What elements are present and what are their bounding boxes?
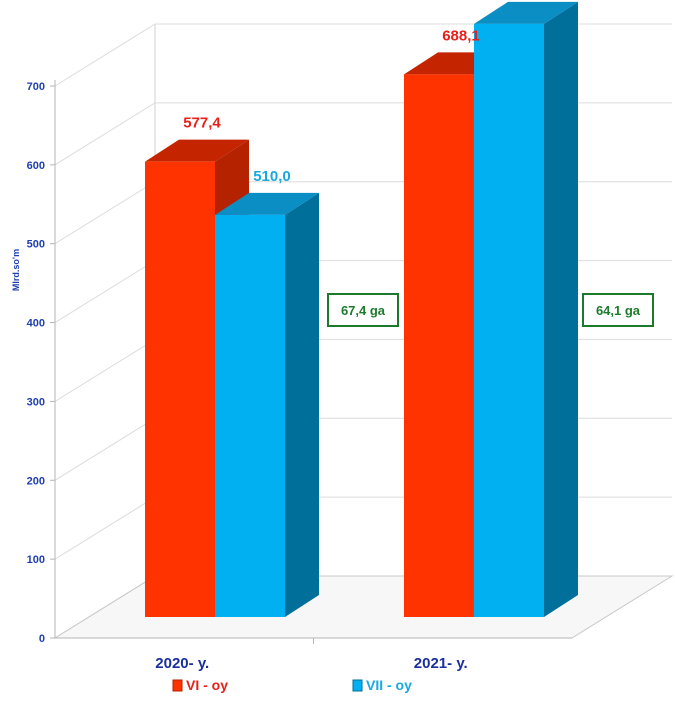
y-tick-label: 200 xyxy=(27,475,45,487)
bar-top xyxy=(474,1,578,24)
bar-front xyxy=(404,74,474,617)
bar-side xyxy=(285,192,319,618)
y-axis-title: Mlrd.so'm xyxy=(11,249,21,291)
y-tick-label: 500 xyxy=(27,239,45,251)
data-label: 510,0 xyxy=(253,168,291,185)
annotation-box: 64,1 ga xyxy=(582,293,654,327)
data-label: 577,4 xyxy=(183,115,221,132)
gridline xyxy=(54,102,672,166)
y-tick-label: 300 xyxy=(27,396,45,408)
annotation-frame xyxy=(327,293,399,327)
chart-axes: 0 100 200 300 400 500 600 700 Mlrd.so'm 2020- y. 2… xyxy=(11,80,572,672)
y-tick-label: 400 xyxy=(27,318,45,330)
legend-swatch xyxy=(352,679,363,692)
annotation-frame xyxy=(582,293,654,327)
bar-front xyxy=(474,23,544,618)
chart-annotations: 67,4 ga 64,1 ga xyxy=(327,293,654,327)
x-category-label: 2020- y. xyxy=(155,655,209,672)
annotation-text: 67,4 ga xyxy=(341,303,386,318)
legend-item: VII - oy xyxy=(352,677,412,693)
y-tick-label: 700 xyxy=(27,81,45,93)
y-tick-label: 100 xyxy=(27,554,45,566)
chart-legend: VI - oy VII - oy xyxy=(172,677,412,693)
bar xyxy=(474,1,578,618)
legend-item: VI - oy xyxy=(172,677,228,693)
data-label: 688,1 xyxy=(442,27,480,44)
legend-label: VI - oy xyxy=(186,677,228,693)
x-category-label: 2021- y. xyxy=(414,655,468,672)
legend-label: VII - oy xyxy=(366,677,412,693)
legend-swatch xyxy=(172,679,183,692)
bar-top xyxy=(145,139,249,162)
annotation-text: 64,1 ga xyxy=(596,303,641,318)
gridline xyxy=(54,23,672,87)
y-tick-label: 0 xyxy=(39,633,45,645)
annotation-box: 67,4 ga xyxy=(327,293,399,327)
bar-top xyxy=(215,192,319,215)
bar xyxy=(215,192,319,618)
bar-front xyxy=(145,161,215,617)
y-tick-label: 600 xyxy=(27,160,45,172)
bar-front xyxy=(215,214,285,618)
chart-bars xyxy=(145,1,578,618)
bar-side xyxy=(544,1,578,618)
